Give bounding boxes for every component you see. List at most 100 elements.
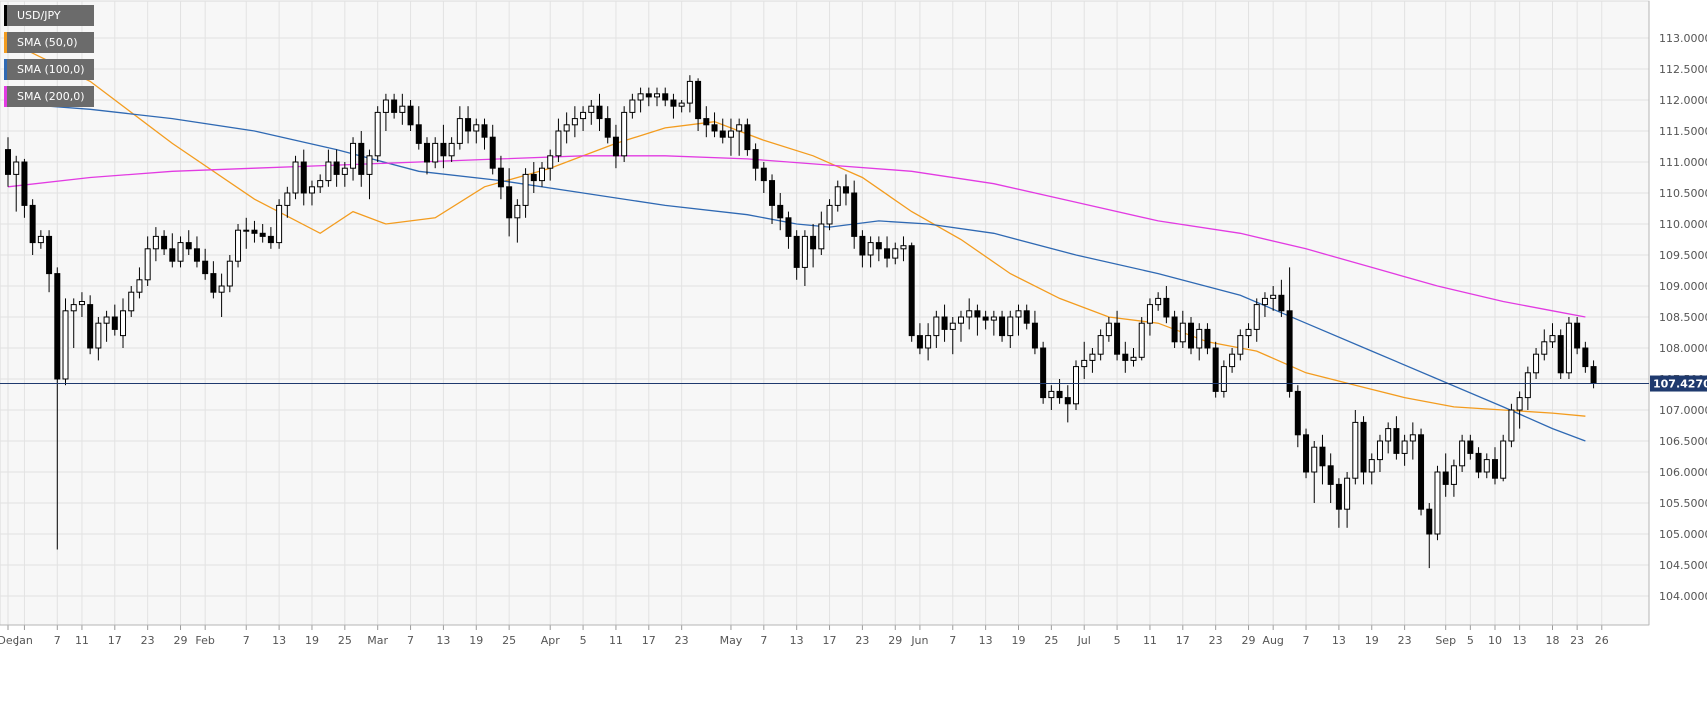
candle: [1253, 298, 1260, 342]
candle-body: [826, 204, 833, 225]
candle-body: [144, 248, 151, 281]
x-tick-label: Mar: [367, 634, 388, 647]
candle-body: [1565, 322, 1572, 374]
candle: [177, 236, 184, 268]
candle: [596, 93, 603, 131]
current-price-box: [1650, 375, 1707, 392]
candle: [580, 106, 587, 131]
candle-body: [777, 204, 784, 219]
candle: [333, 149, 340, 187]
candle: [539, 162, 545, 187]
candle: [842, 174, 849, 206]
candle-body: [366, 155, 373, 175]
x-tick-label: Dec: [0, 634, 19, 647]
candle: [226, 255, 233, 293]
candle: [1549, 323, 1556, 348]
candle-body: [1007, 316, 1014, 337]
candle: [514, 199, 521, 243]
y-tick-label: 109.0000: [1659, 280, 1707, 293]
candle-body: [1557, 335, 1564, 374]
legend-item[interactable]: USD/JPY: [4, 5, 94, 26]
candle-body: [1179, 322, 1186, 343]
candle: [136, 267, 143, 299]
candle-body: [1212, 347, 1219, 392]
legend-item[interactable]: SMA (200,0): [4, 86, 94, 107]
candle: [1368, 453, 1375, 485]
candle-body: [1418, 434, 1425, 510]
candle: [1261, 292, 1268, 317]
candle-body: [999, 316, 1006, 337]
candle: [1385, 422, 1392, 454]
candle: [1146, 298, 1153, 336]
candle: [892, 242, 899, 265]
candle: [341, 162, 348, 187]
candle: [1582, 341, 1589, 373]
candle-body: [169, 248, 176, 262]
candle: [5, 137, 11, 187]
candle-body: [990, 316, 997, 321]
candle: [218, 273, 225, 317]
candle-body: [1155, 297, 1162, 306]
candle-body: [1549, 335, 1556, 343]
candle-body: [5, 149, 11, 175]
candle: [834, 180, 841, 212]
candle: [78, 292, 85, 317]
candle-body: [1031, 322, 1038, 349]
candle-body: [267, 235, 274, 244]
candle: [686, 75, 693, 113]
y-tick-label: 106.0000: [1659, 466, 1707, 479]
legend-swatch: [4, 86, 7, 107]
x-tick-label: Jan: [15, 634, 33, 647]
candle-body: [711, 124, 718, 132]
candles: [5, 75, 1597, 569]
candle: [1220, 360, 1227, 398]
candle: [982, 310, 989, 330]
x-tick-label: 13: [1513, 634, 1527, 647]
candle: [908, 242, 915, 342]
candle-body: [744, 124, 751, 151]
candle-body: [514, 204, 521, 219]
candle-body: [966, 310, 973, 318]
candle-body: [670, 99, 677, 107]
x-tick-label: 7: [243, 634, 250, 647]
candle-body: [1286, 310, 1293, 392]
candle-body: [892, 248, 899, 259]
x-tick-label: 23: [675, 634, 689, 647]
sma-line: [7, 40, 1586, 417]
candle: [662, 87, 669, 107]
candle-body: [1344, 477, 1351, 510]
candle: [1483, 453, 1490, 479]
candle: [1245, 323, 1252, 348]
legend-item[interactable]: SMA (50,0): [4, 32, 94, 53]
candle: [900, 236, 907, 262]
candle-body: [1508, 409, 1515, 442]
candle-body: [1237, 335, 1244, 355]
candle: [801, 230, 808, 286]
candle: [1508, 403, 1515, 448]
candle-body: [596, 105, 603, 120]
candle-body: [161, 235, 168, 250]
candle: [1163, 286, 1170, 324]
x-tick-label: 23: [1570, 634, 1584, 647]
candle-body: [1023, 310, 1030, 324]
legend-item[interactable]: SMA (100,0): [4, 59, 94, 80]
candle: [933, 310, 940, 348]
candle: [95, 317, 102, 361]
candle: [654, 87, 661, 107]
plot-area: [0, 0, 1650, 626]
candle-body: [612, 136, 619, 157]
candle: [1557, 329, 1564, 379]
candle: [374, 106, 381, 162]
y-tick-label: 104.0000: [1659, 590, 1707, 603]
candle-body: [1220, 366, 1227, 392]
candle-body: [226, 260, 233, 287]
candle-body: [703, 118, 710, 126]
candle: [1319, 434, 1326, 485]
candle: [1114, 310, 1121, 361]
candle-body: [456, 118, 463, 144]
candle-body: [1171, 316, 1178, 343]
candle: [350, 137, 357, 181]
candle-body: [1533, 353, 1540, 374]
legend-swatch: [4, 32, 7, 53]
